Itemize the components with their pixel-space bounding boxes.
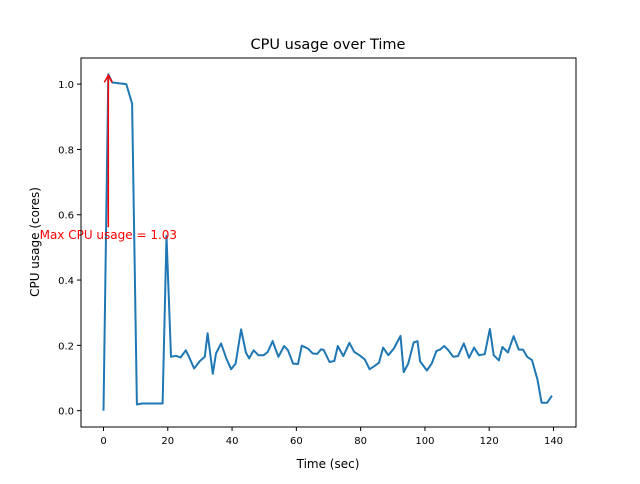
x-tick-label: 20 <box>161 436 174 447</box>
x-tick-label: 80 <box>354 436 367 447</box>
x-tick-label: 60 <box>290 436 303 447</box>
chart-title: CPU usage over Time <box>251 37 406 53</box>
x-tick-label: 140 <box>544 436 563 447</box>
annotation-text: Max CPU usage = 1.03 <box>40 228 177 242</box>
y-tick-label: 1.0 <box>58 80 74 91</box>
y-axis-label: CPU usage (cores) <box>28 187 42 297</box>
x-tick-label: 40 <box>226 436 239 447</box>
y-tick-label: 0.2 <box>58 341 74 352</box>
x-tick-label: 100 <box>415 436 434 447</box>
y-axis-ticks: 0.0 0.2 0.4 0.6 0.8 1.0 <box>58 80 81 418</box>
max-annotation: Max CPU usage = 1.03 <box>40 73 177 242</box>
y-tick-label: 0.8 <box>58 145 74 156</box>
x-axis-label: Time (sec) <box>296 457 360 471</box>
x-tick-label: 120 <box>480 436 499 447</box>
cpu-usage-line <box>102 73 553 411</box>
x-tick-label: 0 <box>100 436 106 447</box>
y-tick-label: 0.4 <box>58 276 74 287</box>
x-axis-ticks: 0 20 40 60 80 100 120 140 <box>100 427 563 447</box>
y-tick-label: 0.0 <box>58 407 74 418</box>
y-tick-label: 0.6 <box>58 211 74 222</box>
annotation-arrow-head <box>103 73 113 83</box>
plot-frame <box>80 57 577 428</box>
